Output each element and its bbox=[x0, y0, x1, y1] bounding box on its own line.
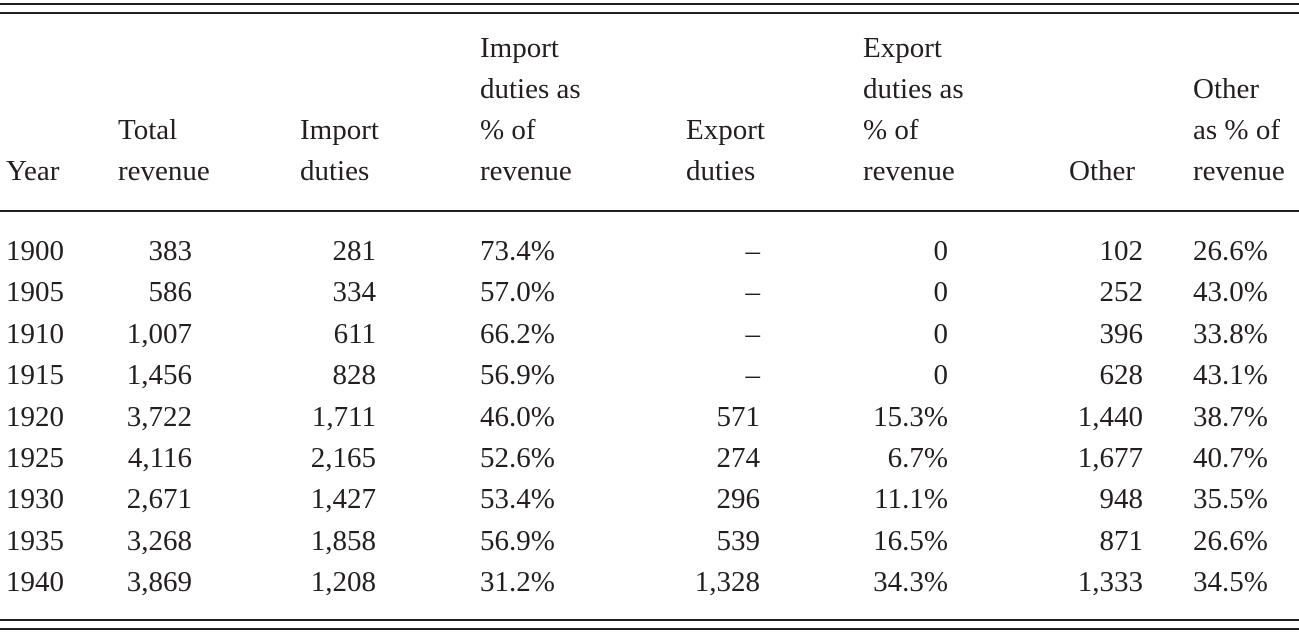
cell-export-pct: 11.1% bbox=[874, 483, 948, 516]
table-top-rule-inner bbox=[0, 12, 1299, 14]
cell-year: 1925 bbox=[6, 441, 64, 474]
cell-export-duties: – bbox=[745, 359, 761, 392]
cell-other: 252 bbox=[1099, 276, 1144, 309]
header-other-pct: Other as % of revenue bbox=[1193, 73, 1285, 187]
cell-other-pct: 38.7% bbox=[1193, 400, 1268, 433]
cell-import-pct: 56.9% bbox=[480, 524, 555, 557]
header-total-revenue: Total revenue bbox=[118, 114, 210, 187]
cell-other-pct: 43.0% bbox=[1193, 276, 1268, 309]
cell-other: 102 bbox=[1099, 235, 1144, 267]
cell-export-pct: 0 bbox=[933, 235, 949, 267]
table-bottom-rule-inner bbox=[0, 619, 1299, 621]
cell-export-pct: 16.5% bbox=[873, 524, 948, 557]
cell-export-duties: – bbox=[745, 276, 761, 309]
table-body: 1900 383 281 73.4% – 0 102 26.6% 1905 58… bbox=[0, 231, 1299, 604]
table-row: 1940 3,869 1,208 31.2% 1,328 34.3% 1,333… bbox=[0, 562, 1299, 603]
cell-import-pct: 52.6% bbox=[480, 441, 555, 474]
cell-export-pct: 34.3% bbox=[873, 566, 948, 599]
cell-other: 396 bbox=[1099, 317, 1144, 350]
table-top-rule-outer bbox=[0, 3, 1299, 5]
cell-total-revenue: 383 bbox=[148, 235, 193, 267]
cell-total-revenue: 3,722 bbox=[126, 400, 192, 433]
cell-export-pct: 0 bbox=[933, 317, 949, 350]
cell-import-duties: 334 bbox=[332, 276, 377, 309]
header-import-duties: Import duties bbox=[300, 114, 379, 187]
cell-total-revenue: 2,671 bbox=[126, 483, 192, 516]
cell-other: 948 bbox=[1099, 483, 1144, 516]
table-row: 1930 2,671 1,427 53.4% 296 11.1% 948 35.… bbox=[0, 479, 1299, 520]
cell-export-duties: – bbox=[745, 235, 761, 267]
cell-total-revenue: 4,116 bbox=[127, 441, 192, 474]
cell-year: 1900 bbox=[6, 235, 64, 267]
cell-total-revenue: 3,268 bbox=[126, 524, 192, 557]
cell-other-pct: 33.8% bbox=[1193, 317, 1268, 350]
cell-year: 1940 bbox=[6, 566, 64, 599]
table-row: 1935 3,268 1,858 56.9% 539 16.5% 871 26.… bbox=[0, 521, 1299, 562]
table-header-rule bbox=[0, 210, 1299, 212]
cell-import-duties: 1,858 bbox=[310, 524, 376, 557]
cell-other-pct: 26.6% bbox=[1193, 524, 1268, 557]
cell-export-duties: – bbox=[745, 317, 761, 350]
cell-total-revenue: 3,869 bbox=[126, 566, 192, 599]
cell-import-pct: 46.0% bbox=[480, 400, 555, 433]
cell-import-pct: 73.4% bbox=[480, 235, 555, 267]
cell-other-pct: 40.7% bbox=[1193, 441, 1268, 474]
cell-import-duties: 281 bbox=[332, 235, 377, 267]
cell-import-pct: 53.4% bbox=[480, 483, 555, 516]
cell-export-duties: 274 bbox=[716, 441, 761, 474]
table-row: 1905 586 334 57.0% – 0 252 43.0% bbox=[0, 272, 1299, 313]
cell-import-pct: 66.2% bbox=[480, 317, 555, 350]
cell-import-pct: 57.0% bbox=[480, 276, 555, 309]
cell-other-pct: 35.5% bbox=[1193, 483, 1268, 516]
cell-import-duties: 2,165 bbox=[310, 441, 376, 474]
cell-import-duties: 1,208 bbox=[310, 566, 376, 599]
table-row: 1925 4,116 2,165 52.6% 274 6.7% 1,677 40… bbox=[0, 438, 1299, 479]
cell-other: 628 bbox=[1099, 359, 1144, 392]
table-row: 1920 3,722 1,711 46.0% 571 15.3% 1,440 3… bbox=[0, 397, 1299, 438]
cell-import-pct: 31.2% bbox=[480, 566, 555, 599]
header-import-duties-pct: Import duties as % of revenue bbox=[480, 32, 581, 187]
cell-import-duties: 828 bbox=[332, 359, 377, 392]
table-bottom-rule-outer bbox=[0, 628, 1299, 630]
cell-other-pct: 34.5% bbox=[1193, 566, 1268, 599]
cell-other: 1,677 bbox=[1077, 441, 1143, 474]
header-export-duties-pct: Export duties as % of revenue bbox=[863, 32, 964, 187]
cell-export-duties: 571 bbox=[716, 400, 761, 433]
header-export-duties: Export duties bbox=[686, 114, 765, 187]
cell-other: 1,440 bbox=[1077, 400, 1143, 433]
header-year: Year bbox=[6, 155, 60, 187]
cell-import-duties: 1,711 bbox=[311, 400, 376, 433]
cell-year: 1910 bbox=[6, 317, 64, 350]
cell-year: 1905 bbox=[6, 276, 64, 309]
cell-other-pct: 26.6% bbox=[1193, 235, 1268, 267]
cell-export-pct: 6.7% bbox=[887, 441, 948, 474]
cell-total-revenue: 1,007 bbox=[126, 317, 192, 350]
cell-total-revenue: 586 bbox=[148, 276, 193, 309]
cell-year: 1915 bbox=[6, 359, 64, 392]
cell-total-revenue: 1,456 bbox=[126, 359, 192, 392]
cell-year: 1920 bbox=[6, 400, 64, 433]
cell-other-pct: 43.1% bbox=[1193, 359, 1268, 392]
cell-export-duties: 539 bbox=[716, 524, 761, 557]
cell-export-duties: 296 bbox=[716, 483, 761, 516]
cell-export-duties: 1,328 bbox=[694, 566, 760, 599]
cell-year: 1930 bbox=[6, 483, 64, 516]
cell-import-pct: 56.9% bbox=[480, 359, 555, 392]
table-row: 1910 1,007 611 66.2% – 0 396 33.8% bbox=[0, 314, 1299, 355]
cell-year: 1935 bbox=[6, 524, 64, 557]
cell-export-pct: 0 bbox=[933, 359, 949, 392]
cell-import-duties: 611 bbox=[333, 317, 376, 350]
cell-export-pct: 0 bbox=[933, 276, 949, 309]
table-row: 1900 383 281 73.4% – 0 102 26.6% bbox=[0, 231, 1299, 272]
cell-export-pct: 15.3% bbox=[873, 400, 948, 433]
header-other: Other bbox=[1069, 155, 1136, 187]
cell-other: 871 bbox=[1099, 524, 1144, 557]
cell-other: 1,333 bbox=[1077, 566, 1143, 599]
table-row: 1915 1,456 828 56.9% – 0 628 43.1% bbox=[0, 355, 1299, 396]
cell-import-duties: 1,427 bbox=[310, 483, 376, 516]
